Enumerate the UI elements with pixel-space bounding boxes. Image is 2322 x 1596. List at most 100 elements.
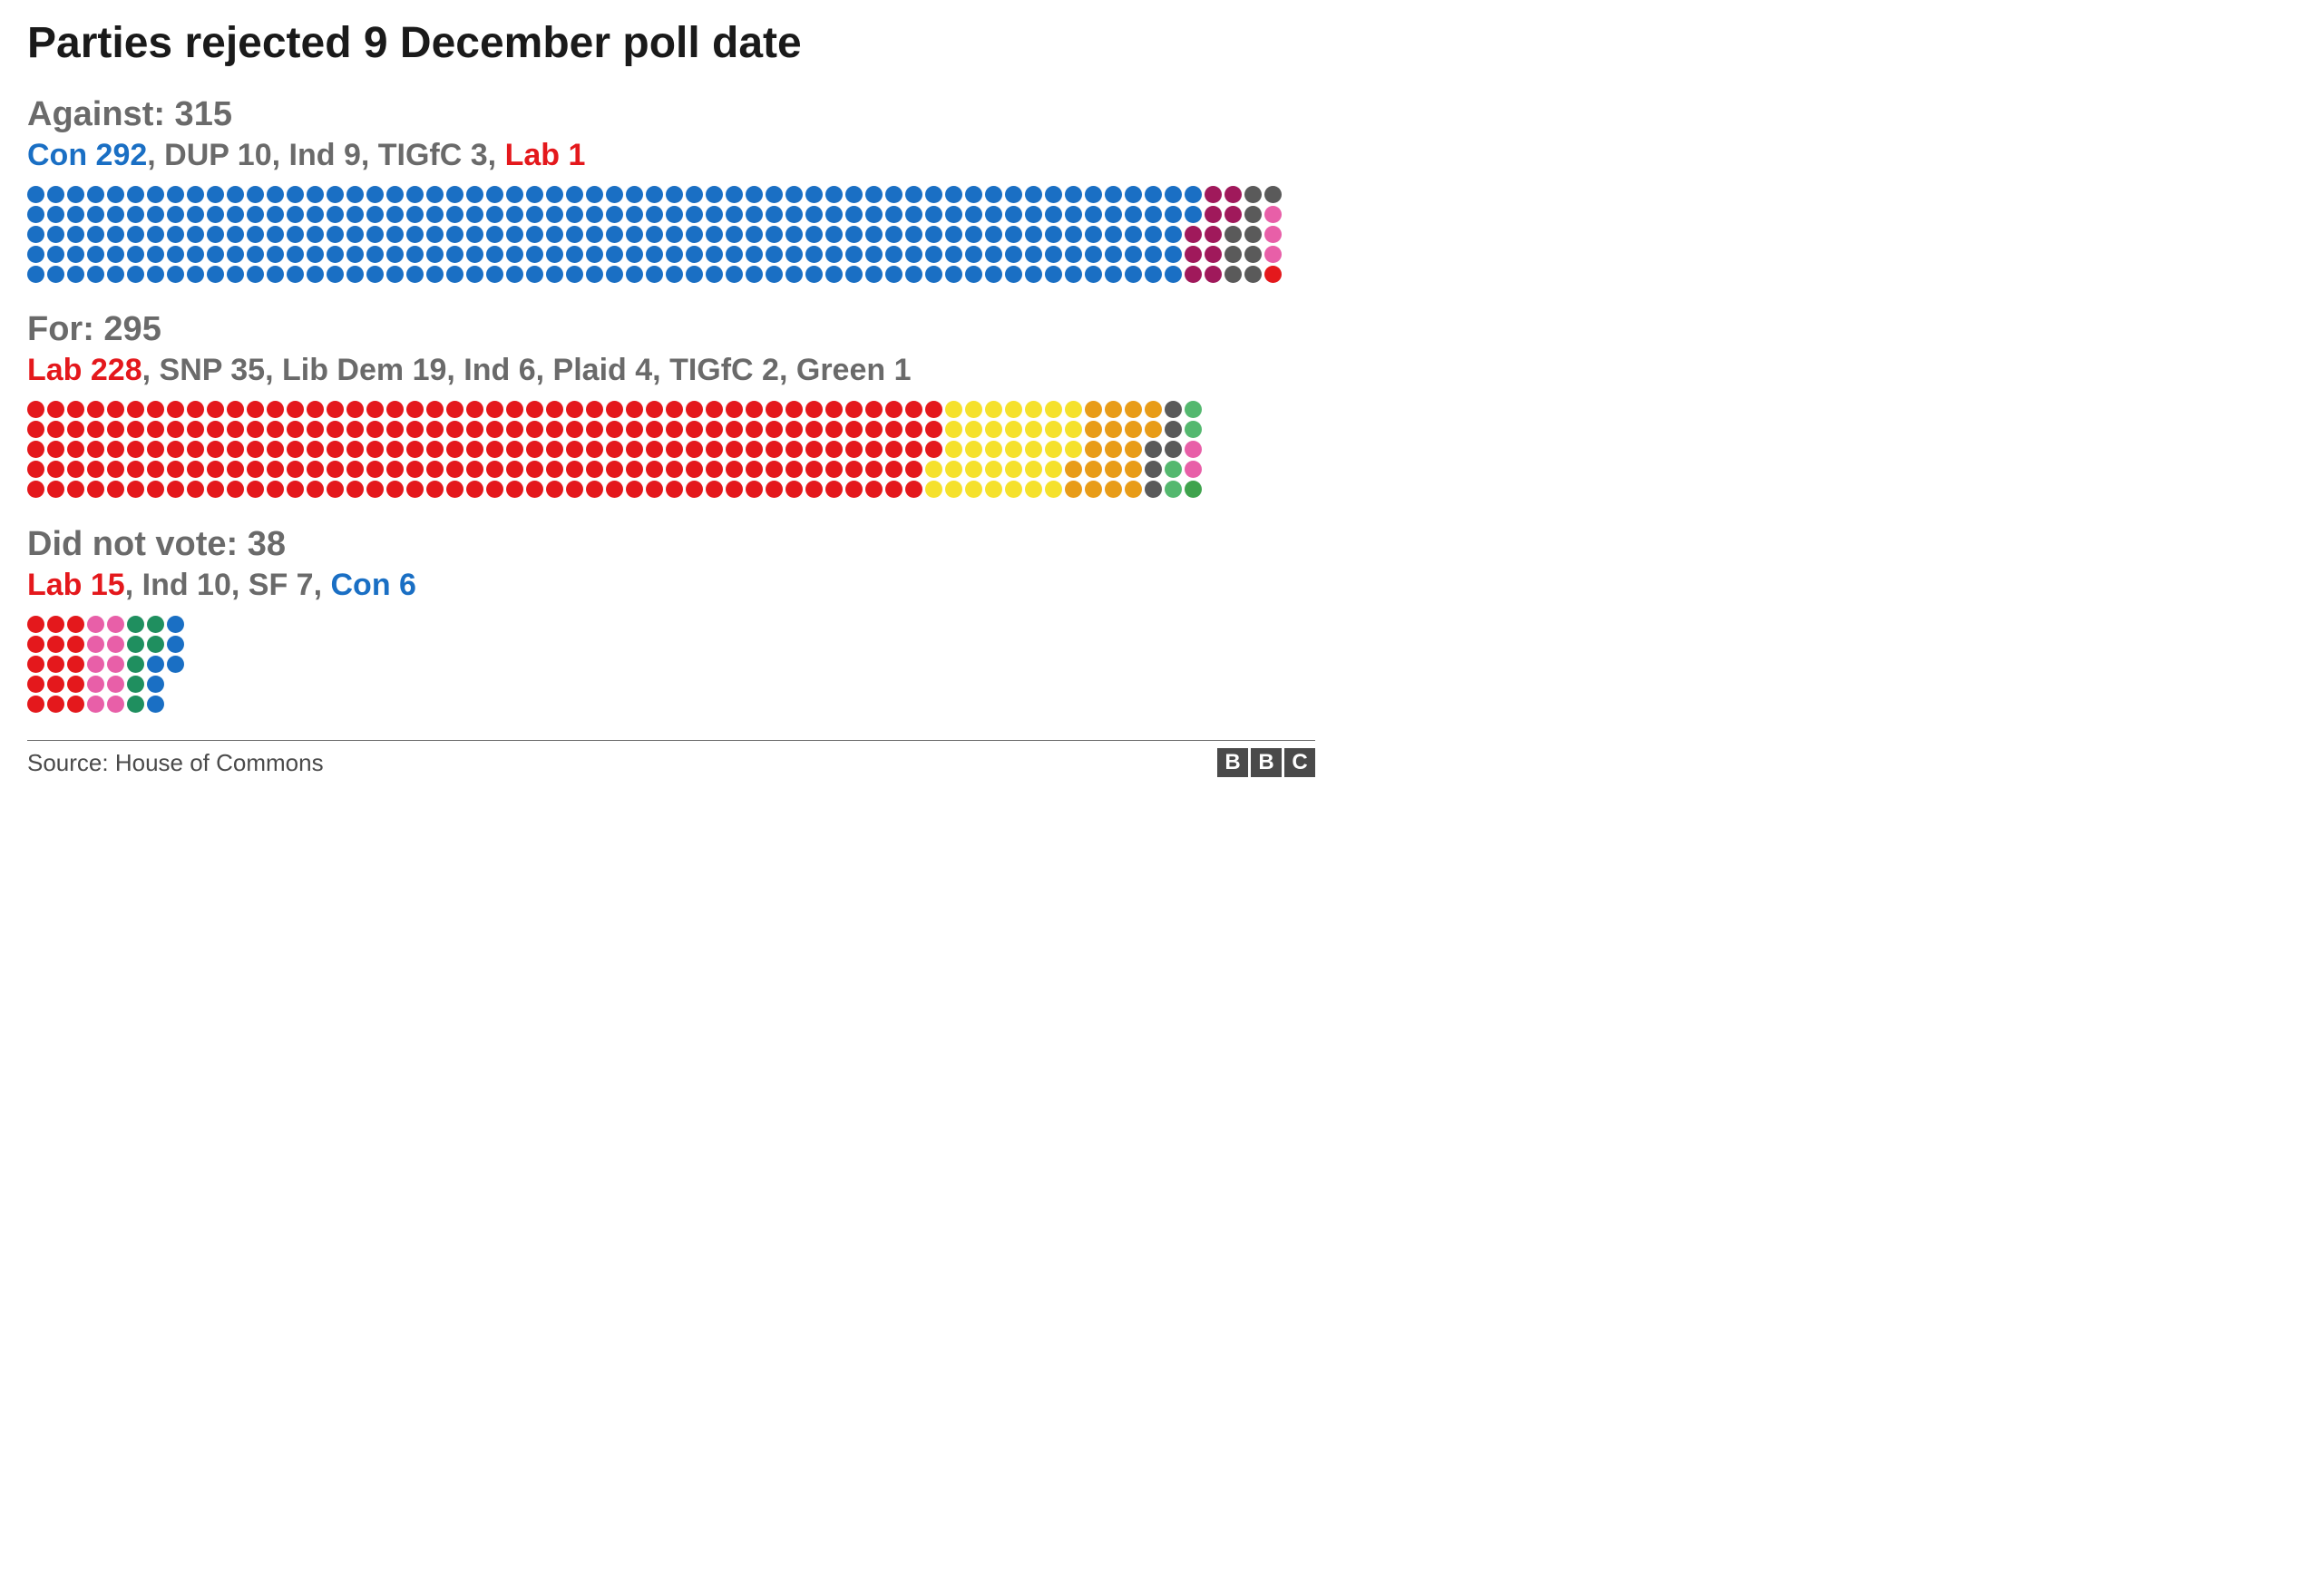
dot — [865, 401, 883, 418]
dot — [1005, 441, 1022, 458]
dot — [1224, 246, 1242, 263]
dot — [446, 186, 463, 203]
dot — [466, 226, 483, 243]
breakdown-separator: , — [536, 353, 553, 387]
dot — [925, 186, 942, 203]
dot — [1165, 246, 1182, 263]
dot — [1145, 421, 1162, 438]
dot — [606, 206, 623, 223]
dot — [945, 441, 962, 458]
dot — [446, 441, 463, 458]
breakdown-item-snp: SNP 35 — [160, 353, 266, 387]
dot — [147, 461, 164, 478]
dot — [307, 206, 324, 223]
dot-row — [27, 266, 1315, 283]
dot — [87, 246, 104, 263]
dot — [706, 206, 723, 223]
dot — [546, 481, 563, 498]
dot — [1205, 206, 1222, 223]
dot — [1205, 266, 1222, 283]
dot — [785, 226, 803, 243]
dot — [366, 266, 384, 283]
dot — [1005, 206, 1022, 223]
breakdown-item-green: Green 1 — [796, 353, 912, 387]
dot — [67, 186, 84, 203]
dot — [107, 421, 124, 438]
dot — [1165, 401, 1182, 418]
dot — [965, 401, 982, 418]
dot — [885, 226, 902, 243]
dot — [626, 421, 643, 438]
dot — [486, 441, 503, 458]
dot — [1105, 266, 1122, 283]
dot — [167, 206, 184, 223]
dot — [406, 266, 424, 283]
dot — [766, 206, 783, 223]
dot — [27, 636, 44, 653]
dot — [446, 421, 463, 438]
breakdown-separator: , — [652, 353, 669, 387]
dot — [27, 616, 44, 633]
dot — [1185, 206, 1202, 223]
dot — [526, 441, 543, 458]
dot — [486, 266, 503, 283]
dot — [845, 421, 863, 438]
dot — [127, 616, 144, 633]
dot — [905, 401, 922, 418]
dot — [706, 266, 723, 283]
dot-row — [27, 636, 1315, 653]
dot — [885, 401, 902, 418]
dot — [586, 481, 603, 498]
dot — [67, 676, 84, 693]
dot-row — [27, 461, 1315, 478]
breakdown-item-lab: Lab 15 — [27, 568, 125, 602]
dot — [147, 206, 164, 223]
dot — [1065, 246, 1082, 263]
dot — [706, 421, 723, 438]
dot — [127, 401, 144, 418]
breakdown-item-ind: Ind 10 — [142, 568, 231, 602]
dot — [287, 206, 304, 223]
dot — [67, 401, 84, 418]
dot — [845, 246, 863, 263]
dot — [586, 421, 603, 438]
dot — [965, 186, 982, 203]
breakdown-separator: , — [147, 138, 164, 172]
dot — [486, 461, 503, 478]
breakdown-item-lab: Lab 228 — [27, 353, 142, 387]
dot — [1065, 226, 1082, 243]
section-breakdown: Con 292, DUP 10, Ind 9, TIGfC 3, Lab 1 — [27, 138, 1315, 173]
dot — [825, 481, 843, 498]
dot — [466, 186, 483, 203]
dot — [546, 401, 563, 418]
dot — [546, 266, 563, 283]
dot — [1065, 461, 1082, 478]
dot — [386, 206, 404, 223]
dot — [267, 226, 284, 243]
source-text: Source: House of Commons — [27, 749, 324, 777]
dot — [566, 461, 583, 478]
dot — [386, 186, 404, 203]
dot — [1085, 441, 1102, 458]
dot — [526, 461, 543, 478]
dot — [1224, 206, 1242, 223]
dot — [666, 246, 683, 263]
dot — [985, 186, 1002, 203]
dot — [566, 186, 583, 203]
dot — [1125, 226, 1142, 243]
dot — [586, 461, 603, 478]
breakdown-item-lab: Lab 1 — [505, 138, 586, 172]
dot — [267, 206, 284, 223]
dot — [666, 421, 683, 438]
dot — [27, 656, 44, 673]
dot — [47, 246, 64, 263]
dot — [386, 461, 404, 478]
dot — [985, 441, 1002, 458]
dot — [327, 246, 344, 263]
dot — [346, 186, 364, 203]
dot — [726, 461, 743, 478]
dot — [586, 246, 603, 263]
dot — [1085, 226, 1102, 243]
dot — [187, 441, 204, 458]
dot — [706, 441, 723, 458]
